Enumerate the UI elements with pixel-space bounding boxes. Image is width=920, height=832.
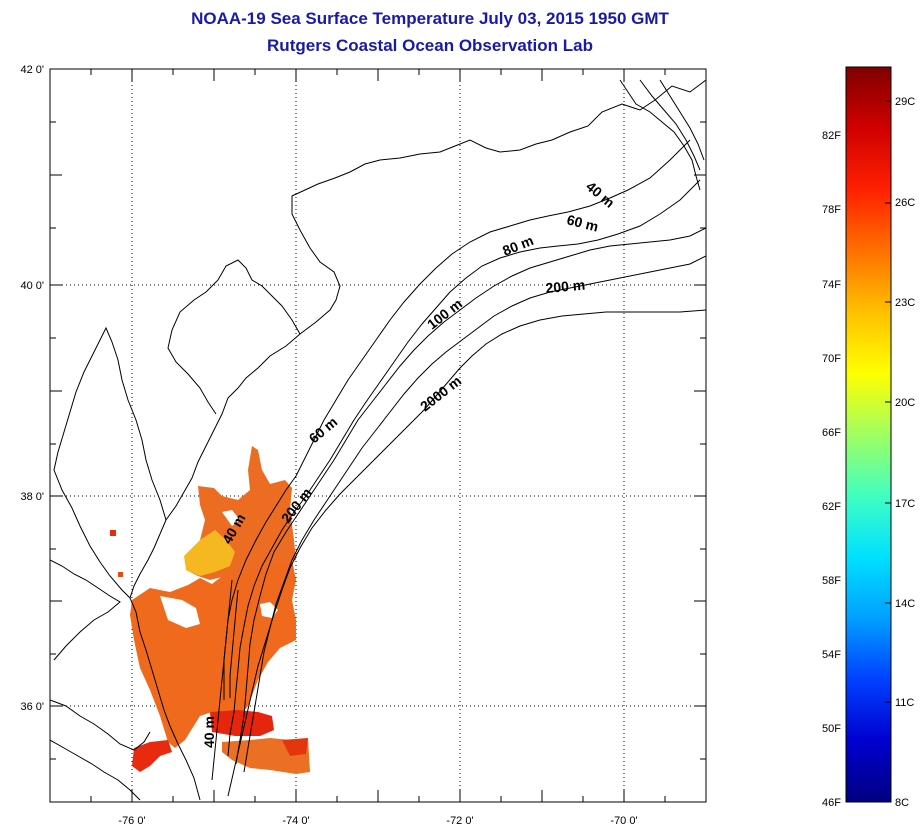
x-tick-label: -72 0'	[446, 815, 473, 827]
coastline-chesapeake	[53, 326, 167, 599]
y-tick-label: 42 0'	[20, 64, 44, 76]
y-tick-label: 36 0'	[20, 701, 44, 713]
contour-label: 60 m	[565, 211, 600, 234]
coastline-bay	[167, 259, 301, 415]
colorbar-f-label: 58F	[822, 575, 841, 587]
contour-label: 40 m	[201, 716, 217, 748]
colorbar-f-label: 78F	[822, 204, 841, 216]
colorbar	[845, 66, 892, 803]
colorbar-f-label: 82F	[822, 130, 841, 142]
sst-warm-band	[210, 710, 274, 736]
y-axis-labels: 42 0' 40 0' 38 0' 36 0'	[20, 64, 44, 713]
y-tick-label: 40 0'	[20, 280, 44, 292]
axis-ticks	[50, 69, 706, 802]
colorbar-c-label: 29C	[895, 96, 915, 108]
colorbar-f-label: 70F	[822, 353, 841, 365]
colorbar-c-label: 20C	[895, 397, 915, 409]
colorbar-c-label: 11C	[895, 697, 914, 709]
colorbar-f-label: 46F	[822, 797, 841, 809]
colorbar-c-label: 17C	[895, 498, 915, 510]
sst-white-gap	[222, 510, 240, 526]
colorbar-c-label: 8C	[895, 797, 909, 809]
x-tick-label: -76 0'	[118, 815, 145, 827]
x-tick-label: -74 0'	[282, 815, 309, 827]
coastline-west	[50, 559, 121, 661]
y-tick-label: 38 0'	[20, 491, 44, 503]
colorbar-f-label: 74F	[822, 279, 841, 291]
colorbar-c-label: 14C	[895, 598, 915, 610]
coastline-sounds	[50, 699, 151, 801]
sst-speck	[118, 572, 123, 577]
sst-white-gap	[160, 596, 200, 628]
colorbar-f-label: 50F	[822, 723, 841, 735]
colorbar-f-label: 54F	[822, 649, 841, 661]
plot-frame	[49, 68, 707, 803]
map-subtitle: Rutgers Coastal Ocean Observation Lab	[267, 36, 593, 55]
sst-overlay	[110, 446, 310, 774]
sst-sound-patch	[132, 740, 172, 772]
coastline-capecod	[619, 79, 701, 191]
graticule	[50, 69, 706, 802]
colorbar-c-labels: 29C 26C 23C 20C 17C 14C 11C 8C	[885, 96, 915, 809]
colorbar-f-labels: 82F 78F 74F 70F 66F 62F 58F 54F 50F 46F	[822, 130, 841, 809]
bathymetry-contours	[211, 79, 706, 797]
map-title: NOAA-19 Sea Surface Temperature July 03,…	[191, 9, 669, 28]
sst-cool-patch	[184, 530, 235, 576]
contour-label: 200 m	[545, 277, 586, 296]
colorbar-c-label: 26C	[895, 197, 915, 209]
colorbar-c-label: 23C	[895, 297, 915, 309]
colorbar-f-label: 62F	[822, 501, 841, 513]
x-axis-labels: -76 0' -74 0' -72 0' -70 0'	[118, 815, 637, 827]
sst-south-warm	[282, 738, 308, 756]
sst-speck	[110, 530, 116, 536]
x-tick-label: -70 0'	[610, 815, 637, 827]
colorbar-f-label: 66F	[822, 427, 841, 439]
